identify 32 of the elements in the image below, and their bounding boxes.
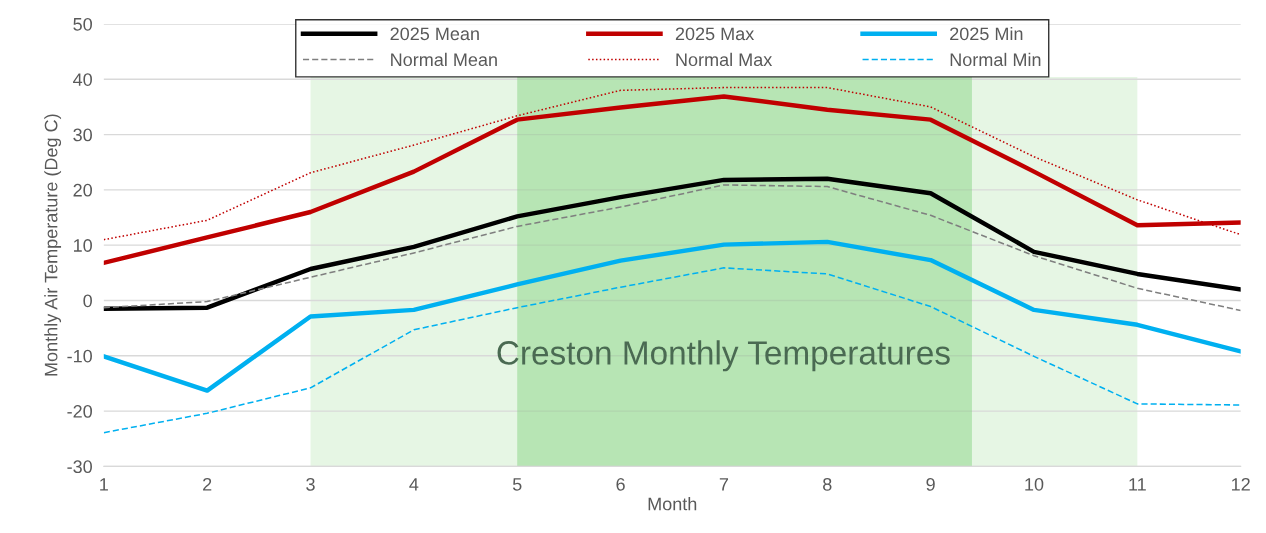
- y-tick-label: 50: [73, 17, 92, 31]
- text: Creston Monthly Temperatures: [497, 340, 950, 372]
- x-tick-label: 2: [203, 477, 212, 491]
- x-tick-label: 11: [1129, 478, 1146, 491]
- y-tick-label: -20: [67, 405, 92, 418]
- line-series: [103, 239, 1241, 393]
- x-tick-label: 7: [719, 478, 729, 491]
- legend-label: Normal Max: [676, 52, 773, 67]
- y-tick-label: 10: [74, 239, 92, 252]
- x-tick-label: 6: [616, 477, 625, 491]
- x-tick-label: 3: [306, 477, 315, 491]
- x-axis-title: Month: [648, 497, 697, 511]
- y-tick-label: 30: [73, 128, 92, 142]
- x-tick-label: 4: [409, 478, 419, 491]
- legend-label: 2025 Min: [950, 26, 1023, 41]
- y-tick-label: 40: [73, 73, 92, 86]
- line-series: [103, 267, 1241, 434]
- x-tick-label: 1: [100, 478, 108, 491]
- y-axis-title: Monthly Air Temperature (Deg C): [44, 114, 62, 376]
- y-tick-label: 0: [83, 294, 92, 308]
- y-tick-label: -30: [67, 460, 92, 474]
- legend-label: 2025 Max: [675, 27, 755, 41]
- legend-label: Normal Min: [950, 52, 1041, 67]
- x-tick-label: 5: [512, 478, 522, 491]
- x-tick-label: 8: [823, 477, 832, 491]
- y-tick-label: -10: [67, 349, 92, 363]
- y-tick-label: 20: [73, 183, 92, 197]
- legend-label: 2025 Mean: [390, 27, 479, 41]
- x-tick-label: 10: [1025, 477, 1044, 491]
- legend-label: Normal Mean: [391, 52, 497, 67]
- x-tick-label: 12: [1232, 477, 1250, 491]
- x-tick-label: 9: [926, 477, 935, 491]
